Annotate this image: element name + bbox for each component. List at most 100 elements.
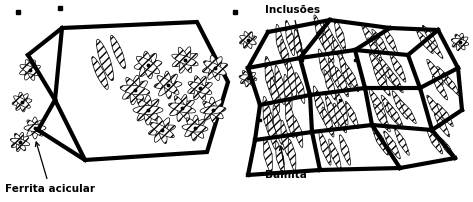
Polygon shape xyxy=(271,77,280,113)
Polygon shape xyxy=(154,81,182,89)
Polygon shape xyxy=(200,106,226,114)
Polygon shape xyxy=(244,32,252,48)
Polygon shape xyxy=(318,49,332,87)
Polygon shape xyxy=(439,137,455,159)
Polygon shape xyxy=(369,52,387,84)
Polygon shape xyxy=(203,61,227,75)
Polygon shape xyxy=(175,96,190,120)
Polygon shape xyxy=(27,120,43,136)
Polygon shape xyxy=(455,34,465,50)
Polygon shape xyxy=(394,129,409,155)
Polygon shape xyxy=(191,115,199,141)
Polygon shape xyxy=(275,65,285,105)
Polygon shape xyxy=(18,92,26,112)
Polygon shape xyxy=(281,120,289,156)
Polygon shape xyxy=(120,85,150,95)
Polygon shape xyxy=(96,39,114,81)
Polygon shape xyxy=(202,63,228,73)
Polygon shape xyxy=(157,117,167,144)
Polygon shape xyxy=(428,130,443,154)
Polygon shape xyxy=(136,56,160,74)
Polygon shape xyxy=(400,100,416,124)
Polygon shape xyxy=(182,124,208,132)
Polygon shape xyxy=(137,99,159,121)
Polygon shape xyxy=(319,131,331,165)
Polygon shape xyxy=(17,132,24,152)
Polygon shape xyxy=(294,29,302,61)
Polygon shape xyxy=(456,33,464,51)
Polygon shape xyxy=(210,55,220,81)
Polygon shape xyxy=(204,100,222,120)
Polygon shape xyxy=(20,65,40,75)
Polygon shape xyxy=(392,91,408,119)
Polygon shape xyxy=(170,100,194,116)
Polygon shape xyxy=(281,39,289,71)
Polygon shape xyxy=(19,65,40,75)
Polygon shape xyxy=(384,131,400,159)
Polygon shape xyxy=(322,107,334,137)
Polygon shape xyxy=(25,60,35,80)
Polygon shape xyxy=(374,68,390,96)
Polygon shape xyxy=(288,139,296,171)
Polygon shape xyxy=(362,24,378,52)
Polygon shape xyxy=(313,86,327,124)
Polygon shape xyxy=(336,91,348,125)
Polygon shape xyxy=(345,101,359,129)
Polygon shape xyxy=(194,76,206,100)
Polygon shape xyxy=(179,47,191,73)
Polygon shape xyxy=(24,124,46,132)
Polygon shape xyxy=(177,95,187,122)
Polygon shape xyxy=(372,125,388,155)
Polygon shape xyxy=(188,82,212,94)
Polygon shape xyxy=(244,32,253,48)
Polygon shape xyxy=(10,138,30,146)
Polygon shape xyxy=(325,95,339,129)
Polygon shape xyxy=(445,74,460,96)
Polygon shape xyxy=(286,98,295,138)
Polygon shape xyxy=(158,74,177,96)
Polygon shape xyxy=(188,82,212,94)
Polygon shape xyxy=(334,20,345,50)
Polygon shape xyxy=(273,105,283,145)
Polygon shape xyxy=(268,114,277,150)
Polygon shape xyxy=(143,51,153,79)
Polygon shape xyxy=(178,47,192,73)
Polygon shape xyxy=(263,137,272,173)
Polygon shape xyxy=(27,120,43,136)
Polygon shape xyxy=(32,117,38,139)
Polygon shape xyxy=(126,78,144,102)
Polygon shape xyxy=(417,31,433,54)
Polygon shape xyxy=(284,74,292,110)
Polygon shape xyxy=(369,89,387,121)
Polygon shape xyxy=(186,118,204,138)
Polygon shape xyxy=(149,125,175,135)
Polygon shape xyxy=(143,95,152,125)
Polygon shape xyxy=(322,33,334,63)
Polygon shape xyxy=(172,54,198,66)
Polygon shape xyxy=(335,67,349,97)
Polygon shape xyxy=(427,59,443,85)
Polygon shape xyxy=(265,56,275,100)
Polygon shape xyxy=(452,37,468,47)
Polygon shape xyxy=(123,81,148,99)
Polygon shape xyxy=(208,57,222,79)
Polygon shape xyxy=(374,104,390,132)
Polygon shape xyxy=(16,94,28,110)
Polygon shape xyxy=(379,57,397,87)
Polygon shape xyxy=(111,35,125,69)
Polygon shape xyxy=(134,60,162,70)
Polygon shape xyxy=(324,70,336,100)
Polygon shape xyxy=(239,36,256,44)
Polygon shape xyxy=(293,117,303,147)
Polygon shape xyxy=(437,66,453,89)
Polygon shape xyxy=(372,29,388,55)
Polygon shape xyxy=(157,76,179,94)
Polygon shape xyxy=(383,27,397,53)
Polygon shape xyxy=(137,99,159,121)
Polygon shape xyxy=(239,75,257,81)
Polygon shape xyxy=(329,139,341,171)
Polygon shape xyxy=(240,36,256,44)
Polygon shape xyxy=(133,105,163,115)
Polygon shape xyxy=(15,133,26,151)
Polygon shape xyxy=(168,103,195,113)
